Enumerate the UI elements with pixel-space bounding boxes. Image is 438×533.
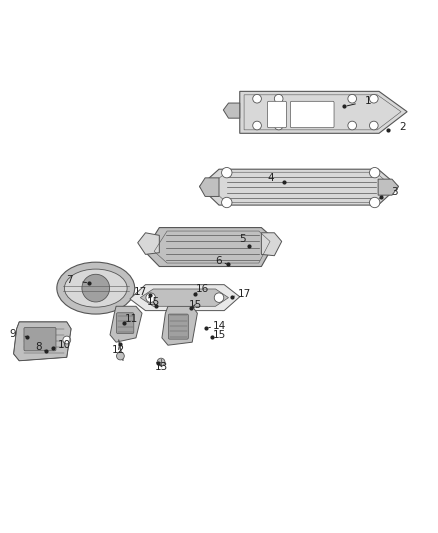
Circle shape [146,293,155,302]
Text: 3: 3 [381,187,397,197]
Polygon shape [138,233,159,254]
Text: 15: 15 [147,297,160,307]
Text: 5: 5 [240,235,249,246]
Text: 15: 15 [189,300,202,310]
Circle shape [274,94,283,103]
FancyBboxPatch shape [168,314,188,339]
Circle shape [157,358,165,366]
FancyBboxPatch shape [290,101,334,128]
Ellipse shape [57,262,134,314]
Text: 7: 7 [67,276,87,285]
Polygon shape [140,289,229,306]
Text: 10: 10 [53,340,71,350]
Text: 13: 13 [155,362,169,372]
Polygon shape [261,233,282,256]
Text: 12: 12 [112,344,125,354]
FancyBboxPatch shape [117,313,134,334]
Text: 8: 8 [35,342,46,352]
Polygon shape [200,169,399,205]
Circle shape [274,121,283,130]
Polygon shape [223,103,240,118]
Circle shape [348,121,357,130]
Text: 9: 9 [9,328,27,338]
Polygon shape [378,179,399,195]
Circle shape [222,197,232,208]
Polygon shape [145,228,276,266]
Text: 17: 17 [235,289,251,298]
Polygon shape [130,285,240,311]
Ellipse shape [64,269,127,307]
Circle shape [82,274,110,302]
Text: 1: 1 [347,96,371,106]
FancyBboxPatch shape [24,327,56,351]
Circle shape [222,167,232,178]
Text: 6: 6 [215,256,228,266]
Text: 2: 2 [388,122,406,132]
Circle shape [63,336,71,344]
Polygon shape [162,306,198,345]
Circle shape [253,121,261,130]
Text: 17: 17 [134,287,150,296]
Polygon shape [110,306,142,342]
Circle shape [370,197,380,208]
Polygon shape [14,322,71,361]
Text: 16: 16 [195,285,209,294]
Polygon shape [200,178,219,197]
Text: 4: 4 [268,173,284,183]
Polygon shape [240,91,407,133]
Circle shape [370,167,380,178]
Circle shape [214,293,224,302]
Text: 15: 15 [212,330,226,340]
FancyBboxPatch shape [268,101,286,128]
Circle shape [370,94,378,103]
Circle shape [117,352,124,360]
Text: 14: 14 [209,321,226,331]
Text: 11: 11 [124,314,138,324]
Circle shape [253,94,261,103]
Circle shape [370,121,378,130]
Circle shape [348,94,357,103]
